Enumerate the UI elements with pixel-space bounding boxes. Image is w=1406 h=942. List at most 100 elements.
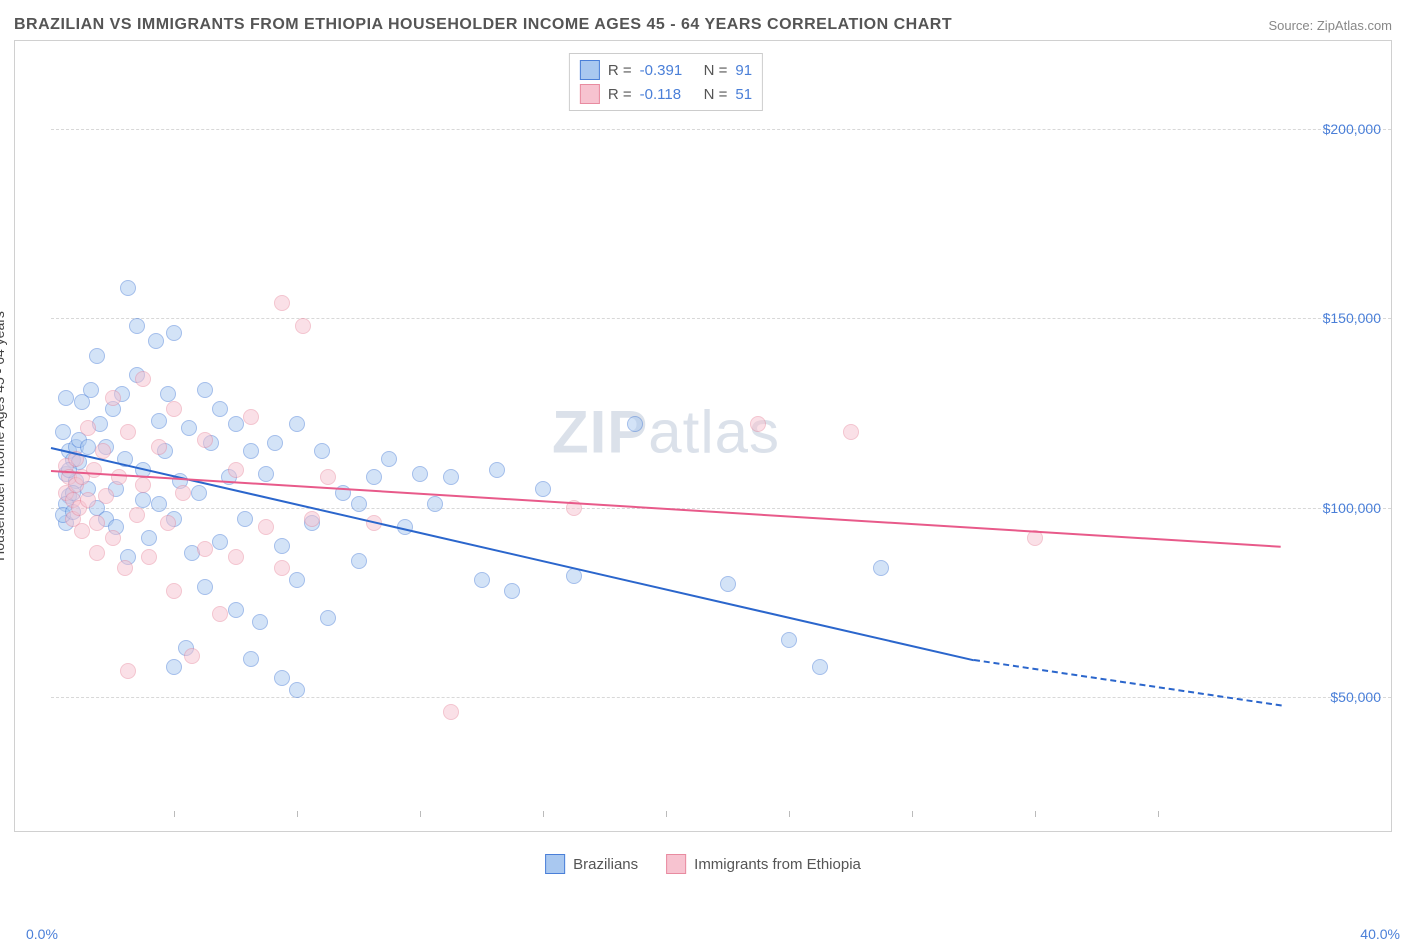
data-point-brazilians [812, 659, 828, 675]
data-point-brazilians [166, 325, 182, 341]
data-point-brazilians [80, 439, 96, 455]
data-point-ethiopia [228, 462, 244, 478]
data-point-ethiopia [129, 507, 145, 523]
r-value-brazilians: -0.391 [640, 62, 696, 79]
data-point-ethiopia [89, 545, 105, 561]
data-point-brazilians [160, 386, 176, 402]
data-point-brazilians [243, 651, 259, 667]
r-value-ethiopia: -0.118 [640, 86, 696, 103]
data-point-brazilians [274, 670, 290, 686]
data-point-ethiopia [120, 663, 136, 679]
data-point-brazilians [181, 420, 197, 436]
data-point-ethiopia [320, 469, 336, 485]
data-point-brazilians [166, 659, 182, 675]
data-point-ethiopia [175, 485, 191, 501]
data-point-ethiopia [105, 530, 121, 546]
swatch-brazilians-icon [545, 854, 565, 874]
x-axis-max-label: 40.0% [1360, 926, 1400, 942]
data-point-brazilians [351, 496, 367, 512]
swatch-ethiopia [580, 84, 600, 104]
data-point-ethiopia [228, 549, 244, 565]
data-point-brazilians [366, 469, 382, 485]
data-point-brazilians [258, 466, 274, 482]
data-point-brazilians [151, 413, 167, 429]
x-tick [543, 811, 544, 817]
data-point-brazilians [274, 538, 290, 554]
data-point-ethiopia [95, 443, 111, 459]
data-point-brazilians [55, 424, 71, 440]
x-tick [297, 811, 298, 817]
data-point-ethiopia [304, 511, 320, 527]
data-point-brazilians [443, 469, 459, 485]
data-point-brazilians [58, 390, 74, 406]
y-tick-label: $100,000 [1291, 500, 1381, 516]
data-point-brazilians [141, 530, 157, 546]
data-point-ethiopia [86, 462, 102, 478]
swatch-brazilians [580, 60, 600, 80]
data-point-ethiopia [98, 488, 114, 504]
y-tick-label: $50,000 [1291, 689, 1381, 705]
gridline [51, 697, 1391, 698]
data-point-ethiopia [80, 492, 96, 508]
data-point-brazilians [148, 333, 164, 349]
data-point-ethiopia [160, 515, 176, 531]
data-point-brazilians [212, 534, 228, 550]
data-point-ethiopia [212, 606, 228, 622]
data-point-brazilians [474, 572, 490, 588]
data-point-brazilians [191, 485, 207, 501]
data-point-ethiopia [197, 541, 213, 557]
data-point-ethiopia [141, 549, 157, 565]
x-tick [1158, 811, 1159, 817]
data-point-brazilians [781, 632, 797, 648]
x-tick [789, 811, 790, 817]
data-point-brazilians [228, 602, 244, 618]
data-point-brazilians [83, 382, 99, 398]
gridline [51, 318, 1391, 319]
x-tick [1035, 811, 1036, 817]
data-point-brazilians [504, 583, 520, 599]
data-point-brazilians [197, 579, 213, 595]
data-point-ethiopia [258, 519, 274, 535]
legend-correlation: R = -0.391 N = 91 R = -0.118 N = 51 [569, 53, 763, 111]
data-point-brazilians [89, 348, 105, 364]
gridline [51, 129, 1391, 130]
data-point-brazilians [151, 496, 167, 512]
data-point-ethiopia [274, 560, 290, 576]
data-point-ethiopia [117, 560, 133, 576]
x-tick [912, 811, 913, 817]
data-point-brazilians [197, 382, 213, 398]
data-point-ethiopia [274, 295, 290, 311]
data-point-brazilians [535, 481, 551, 497]
data-point-brazilians [489, 462, 505, 478]
legend-item-brazilians: Brazilians [545, 854, 638, 874]
data-point-ethiopia [243, 409, 259, 425]
data-point-ethiopia [105, 390, 121, 406]
x-tick [420, 811, 421, 817]
n-value-brazilians: 91 [735, 62, 752, 79]
plot-area: ZIPatlas R = -0.391 N = 91 R = -0.118 N … [51, 53, 1281, 811]
data-point-ethiopia [135, 371, 151, 387]
data-point-ethiopia [197, 432, 213, 448]
data-point-brazilians [267, 435, 283, 451]
data-point-brazilians [237, 511, 253, 527]
data-point-brazilians [129, 318, 145, 334]
data-point-brazilians [351, 553, 367, 569]
data-point-brazilians [873, 560, 889, 576]
data-point-ethiopia [843, 424, 859, 440]
data-point-brazilians [252, 614, 268, 630]
data-point-ethiopia [80, 420, 96, 436]
chart-frame: Householder Income Ages 45 - 64 years ZI… [14, 40, 1392, 832]
data-point-brazilians [120, 280, 136, 296]
n-value-ethiopia: 51 [735, 86, 752, 103]
legend-item-ethiopia: Immigrants from Ethiopia [666, 854, 861, 874]
legend-row-ethiopia: R = -0.118 N = 51 [580, 82, 752, 106]
source-attribution: Source: ZipAtlas.com [1268, 18, 1392, 33]
swatch-ethiopia-icon [666, 854, 686, 874]
data-point-ethiopia [166, 583, 182, 599]
gridline [51, 508, 1391, 509]
y-tick-label: $150,000 [1291, 310, 1381, 326]
data-point-ethiopia [111, 469, 127, 485]
y-axis-label: Householder Income Ages 45 - 64 years [0, 311, 7, 561]
data-point-brazilians [720, 576, 736, 592]
data-point-brazilians [135, 492, 151, 508]
